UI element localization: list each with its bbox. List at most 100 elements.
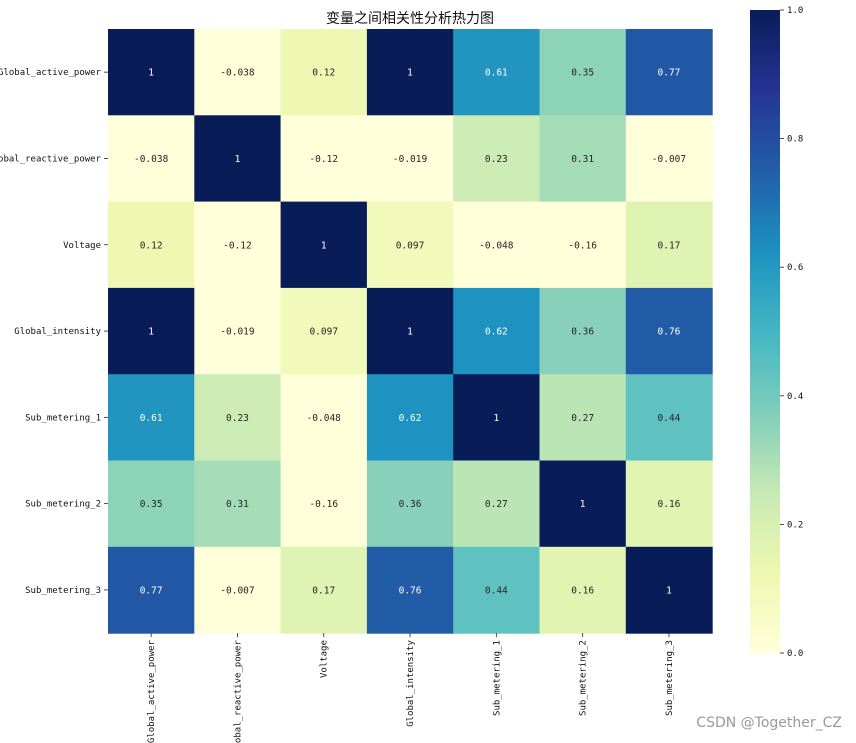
cell-annotation: 1 xyxy=(407,327,413,338)
heatmap-cell xyxy=(453,546,541,634)
cell-annotation: 1 xyxy=(148,327,154,338)
y-tick-label: Sub_metering_2 xyxy=(25,500,101,510)
heatmap-cell xyxy=(194,374,282,462)
heatmap-cell xyxy=(108,115,195,203)
cell-annotation: 0.62 xyxy=(485,327,508,338)
cell-annotation: 0.31 xyxy=(571,154,594,165)
heatmap-cell xyxy=(625,374,713,462)
heatmap-cell xyxy=(625,287,713,375)
cell-annotation: 0.31 xyxy=(226,499,249,510)
cell-annotation: 1 xyxy=(666,585,672,596)
heatmap-cell xyxy=(539,115,627,203)
cell-annotation: 0.097 xyxy=(396,240,425,251)
heatmap-cell xyxy=(280,546,368,634)
colorbar-tick-label: 0.0 xyxy=(787,649,803,659)
cell-annotation: 0.61 xyxy=(485,68,508,79)
cell-annotation: 0.76 xyxy=(658,327,681,338)
heatmap-cell xyxy=(194,115,282,203)
y-tick-label: Sub_metering_1 xyxy=(25,413,101,423)
y-tick-label: Sub_metering_3 xyxy=(25,586,101,596)
heatmap-cell xyxy=(539,374,627,462)
cell-annotation: -0.12 xyxy=(309,154,338,165)
heatmap-cell xyxy=(366,460,454,548)
heatmap-cell xyxy=(108,29,195,116)
cell-annotation: -0.038 xyxy=(220,68,255,79)
cell-annotation: 0.35 xyxy=(571,68,594,79)
cell-annotation: 0.35 xyxy=(140,499,163,510)
colorbar-tick-label: 0.6 xyxy=(787,263,803,273)
heatmap-cell xyxy=(539,460,627,548)
y-tick-label: Global_active_power xyxy=(0,68,102,78)
cell-annotation: -0.048 xyxy=(479,240,514,251)
cell-annotation: 0.77 xyxy=(140,585,163,596)
x-axis-ticks: Global_active_power Global_reactive_power… xyxy=(147,633,675,743)
heatmap-cell xyxy=(108,201,195,289)
x-tick-label: Voltage xyxy=(320,640,330,678)
cell-annotation: -0.019 xyxy=(220,327,255,338)
heatmap-cell xyxy=(366,287,454,375)
cell-annotation: 0.16 xyxy=(571,585,594,596)
heatmap-cell xyxy=(366,29,454,116)
x-tick-label: Sub_metering_1 xyxy=(492,640,502,716)
heatmap-cell xyxy=(280,374,368,462)
cell-annotation: 0.17 xyxy=(312,585,335,596)
cell-annotation: 0.36 xyxy=(399,499,422,510)
cell-annotation: 0.097 xyxy=(309,327,338,338)
x-tick-label: Global_reactive_power xyxy=(233,640,243,743)
cell-annotation: -0.038 xyxy=(134,154,169,165)
heatmap-cell xyxy=(194,29,282,116)
cell-annotation: -0.12 xyxy=(223,240,252,251)
cell-annotation: -0.048 xyxy=(307,413,342,424)
cell-annotation: 0.77 xyxy=(658,68,681,79)
x-tick-label: Sub_metering_3 xyxy=(665,640,675,716)
heatmap-cell xyxy=(539,201,627,289)
colorbar xyxy=(750,10,780,653)
chart-title: 变量之间相关性分析热力图 xyxy=(326,11,494,27)
heatmap-cell xyxy=(108,460,195,548)
cell-annotation: 0.23 xyxy=(485,154,508,165)
heatmap-cell xyxy=(453,115,541,203)
cell-annotation: 1 xyxy=(407,68,413,79)
heatmap-cell xyxy=(280,287,368,375)
colorbar-tick-label: 0.8 xyxy=(787,135,803,145)
heatmap-cell xyxy=(366,201,454,289)
heatmap-cell xyxy=(194,287,282,375)
heatmap-cell xyxy=(453,201,541,289)
heatmap-cell xyxy=(108,374,195,462)
y-tick-label: Global_reactive_power xyxy=(0,154,102,164)
heatmap-cell xyxy=(453,460,541,548)
y-tick-label: Global_intensity xyxy=(14,327,101,337)
heatmap-cell xyxy=(280,460,368,548)
heatmap-cell xyxy=(280,29,368,116)
cell-annotation: 0.61 xyxy=(140,413,163,424)
colorbar-ticks: 0.0 0.2 0.4 0.6 0.8 1.0 xyxy=(780,6,803,659)
cell-annotation: 1 xyxy=(148,68,154,79)
heatmap-cell xyxy=(194,201,282,289)
cell-annotation: 0.76 xyxy=(399,585,422,596)
x-tick-label: Sub_metering_2 xyxy=(579,640,589,716)
heatmap-cell xyxy=(366,115,454,203)
cell-annotation: 0.12 xyxy=(312,68,335,79)
watermark: CSDN @Together_CZ xyxy=(696,715,842,731)
cell-annotation: 0.23 xyxy=(226,413,249,424)
cell-annotation: 1 xyxy=(493,413,499,424)
heatmap-cell xyxy=(539,287,627,375)
heatmap-cell xyxy=(625,201,713,289)
heatmap-cell xyxy=(539,29,627,116)
heatmap-cell xyxy=(625,115,713,203)
heatmap-cell xyxy=(453,374,541,462)
heatmap-cell xyxy=(280,201,368,289)
cell-annotation: 0.27 xyxy=(485,499,508,510)
cell-annotation: -0.16 xyxy=(309,499,338,510)
cell-annotation: 1 xyxy=(235,154,241,165)
heatmap-cell xyxy=(453,287,541,375)
x-tick-label: Global_intensity xyxy=(406,640,416,727)
cell-annotation: 0.12 xyxy=(140,240,163,251)
heatmap-cell xyxy=(280,115,368,203)
cell-annotation: -0.16 xyxy=(568,240,597,251)
heatmap-cell xyxy=(453,29,541,116)
cell-annotation: 0.44 xyxy=(658,413,681,424)
cell-annotation: 0.62 xyxy=(399,413,422,424)
cell-annotation: -0.019 xyxy=(393,154,428,165)
